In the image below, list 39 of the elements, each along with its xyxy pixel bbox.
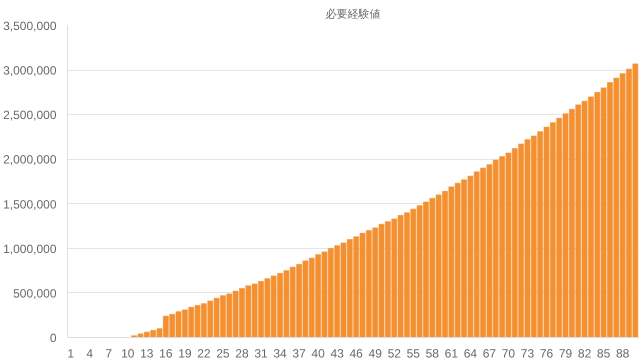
y-tick-label: 500,000 xyxy=(13,286,57,300)
y-tick-label: 0 xyxy=(50,331,57,345)
x-tick-label: 61 xyxy=(444,346,458,360)
x-tick-label: 43 xyxy=(330,346,344,360)
x-tick-label: 40 xyxy=(311,346,326,360)
x-tick-label: 55 xyxy=(406,346,420,360)
x-tick-label: 79 xyxy=(558,346,573,360)
x-tick-label: 10 xyxy=(121,346,135,360)
x-tick-label: 52 xyxy=(388,346,402,360)
x-tick-label: 37 xyxy=(292,346,306,360)
x-tick-label: 34 xyxy=(273,346,288,360)
x-tick-label: 25 xyxy=(216,346,230,360)
y-tick-label: 2,500,000 xyxy=(3,108,57,122)
x-tick-label: 82 xyxy=(578,346,592,360)
y-tick-label: 3,000,000 xyxy=(3,64,57,78)
y-tick-label: 1,500,000 xyxy=(3,197,57,212)
x-tick-label: 85 xyxy=(596,346,611,360)
x-tick-label: 1 xyxy=(67,346,74,360)
x-tick-label: 46 xyxy=(350,346,364,360)
x-tick-label: 28 xyxy=(235,346,249,360)
x-tick-label: 16 xyxy=(159,346,173,360)
x-tick-label: 4 xyxy=(86,346,94,360)
x-tick-label: 19 xyxy=(178,346,192,360)
x-tick-label: 67 xyxy=(482,346,496,360)
x-tick-label: 88 xyxy=(616,346,630,360)
x-tick-label: 49 xyxy=(368,346,382,360)
x-tick-label: 31 xyxy=(254,346,268,360)
x-tick-label: 22 xyxy=(197,346,211,360)
y-tick-label: 1,000,000 xyxy=(3,242,57,256)
x-tick-label: 58 xyxy=(426,346,440,360)
x-tick-label: 13 xyxy=(140,346,154,360)
x-tick-label: 7 xyxy=(105,346,112,360)
x-tick-label: 73 xyxy=(520,346,534,360)
x-tick-label: 70 xyxy=(502,346,516,360)
chart-title: 必要経験値 xyxy=(326,8,380,20)
x-tick-label: 64 xyxy=(464,346,478,360)
y-tick-label: 2,000,000 xyxy=(3,152,57,167)
x-tick-label: 76 xyxy=(540,346,554,360)
y-tick-label: 3,500,000 xyxy=(3,19,57,33)
